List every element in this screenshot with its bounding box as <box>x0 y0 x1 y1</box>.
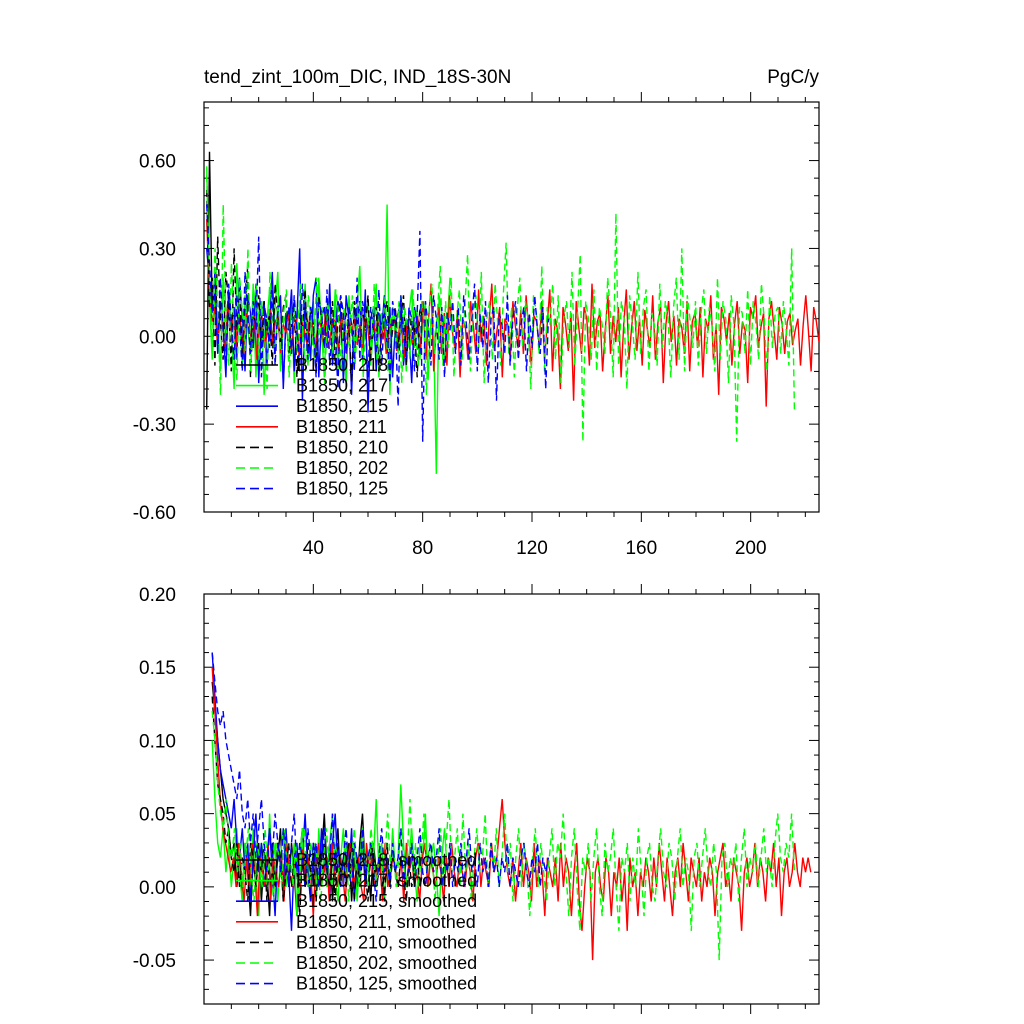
y-tick-label-0-4: 0.60 <box>139 152 176 173</box>
top-panel-units: PgC/y <box>767 67 819 88</box>
legend-label-1-2: B1850, 215, smoothed <box>296 891 477 911</box>
legend-label-0-1: B1850, 217 <box>296 376 388 396</box>
y-tick-label-0-1: -0.30 <box>133 415 176 436</box>
legend-label-1-5: B1850, 202, smoothed <box>296 953 477 973</box>
series-line-0-0 <box>206 151 213 410</box>
bottom-panel: -0.05 0.00 0.05 0.10 0.15 0.20 B1850, 218, smo… <box>133 584 820 1014</box>
legend-label-1-6: B1850, 125, smoothed <box>296 974 477 994</box>
series-line-0-5 <box>206 175 796 442</box>
legend-label-0-4: B1850, 210 <box>296 437 388 457</box>
series-group-1 <box>211 652 812 961</box>
series-line-1-6 <box>211 652 550 902</box>
legend-label-0-5: B1850, 202 <box>296 458 388 478</box>
series-line-0-3 <box>206 219 819 407</box>
top-panel: tend_zint_100m_DIC, IND_18S-30N PgC/y 40… <box>133 67 820 559</box>
plot-frame-0 <box>203 101 820 513</box>
legend-label-1-3: B1850, 211, smoothed <box>296 912 476 932</box>
y-tick-label-1-2: 0.05 <box>139 805 176 826</box>
top-panel-title: tend_zint_100m_DIC, IND_18S-30N <box>204 67 511 88</box>
series-group-0 <box>206 151 819 474</box>
y-tick-label-1-4: 0.15 <box>139 658 176 679</box>
x-tick-label-0-1: 80 <box>412 538 433 559</box>
y-tick-label-1-1: 0.00 <box>139 878 176 899</box>
x-tick-label-0-4: 200 <box>735 538 767 559</box>
legend-label-1-4: B1850, 210, smoothed <box>296 932 477 952</box>
legend-label-0-0: B1850, 218 <box>296 355 388 375</box>
x-tick-label-0-2: 120 <box>516 538 548 559</box>
series-line-0-6 <box>206 204 550 442</box>
x-tick-label-0-3: 160 <box>625 538 657 559</box>
y-tick-label-0-2: 0.00 <box>139 327 176 348</box>
legend-label-0-3: B1850, 211 <box>296 417 387 437</box>
y-tick-label-0-0: -0.60 <box>133 503 176 524</box>
legend-label-1-1: B1850, 217, smoothed <box>296 871 477 891</box>
y-tick-label-1-5: 0.20 <box>139 585 176 606</box>
series-line-1-4 <box>211 696 424 917</box>
legend-label-1-0: B1850, 218, smoothed <box>296 850 477 870</box>
legend-label-0-6: B1850, 125 <box>296 479 388 499</box>
legend-label-0-2: B1850, 215 <box>296 396 388 416</box>
y-tick-label-0-3: 0.30 <box>139 239 176 260</box>
y-tick-label-1-0: -0.05 <box>133 951 176 972</box>
x-tick-label-0-0: 40 <box>303 538 324 559</box>
series-line-1-5 <box>211 711 796 961</box>
y-tick-label-1-3: 0.10 <box>139 731 176 752</box>
